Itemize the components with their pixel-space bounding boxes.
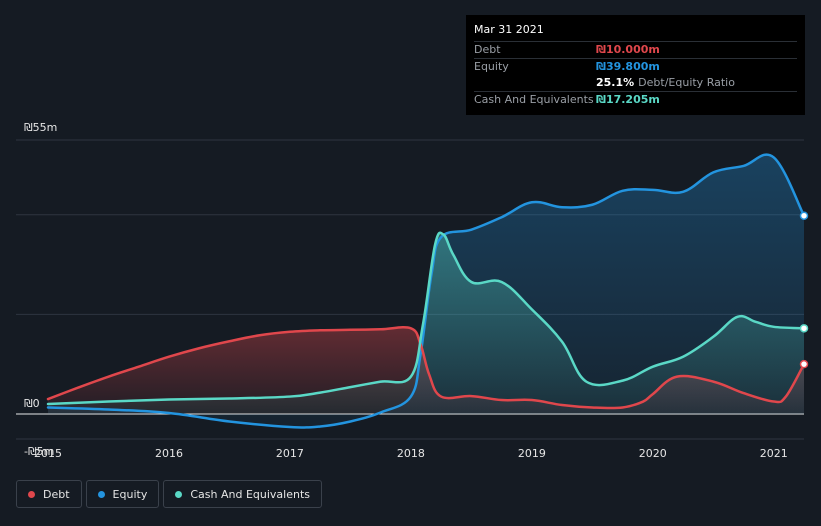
series-lines — [46, 153, 806, 429]
series-endpoints — [799, 211, 809, 369]
tooltip-equity-row: Equity ₪39.800m — [474, 58, 797, 75]
legend-label-debt: Debt — [43, 487, 70, 501]
area-equity — [48, 154, 804, 428]
line-cash-and-equivalents — [46, 231, 806, 406]
tooltip-cash-label: Cash And Equivalents — [474, 93, 594, 106]
data-tooltip: Mar 31 2021 Debt ₪10.000m Equity ₪39.800… — [466, 15, 805, 115]
legend-item-debt[interactable]: Debt — [16, 480, 82, 508]
tooltip-debt-label: Debt — [474, 43, 501, 56]
legend-item-equity[interactable]: Equity — [85, 480, 160, 508]
line-equity — [46, 153, 806, 429]
endpoint-debt — [799, 359, 809, 369]
tooltip-equity-label: Equity — [474, 60, 509, 73]
debt-dot-icon — [28, 490, 35, 498]
series-areas — [48, 154, 804, 428]
tooltip-equity-value: ₪39.800m — [596, 60, 660, 73]
x-tick-label: 2017 — [276, 447, 304, 460]
endpoint-equity — [799, 211, 809, 220]
x-tick-label: 2015 — [34, 447, 62, 460]
y-tick-label: ₪55m — [24, 121, 57, 134]
x-tick-label: 2018 — [397, 447, 425, 460]
x-axis-labels: 2015 2016 2017 2018 2019 2020 2021 — [34, 447, 788, 460]
endpoint-cash-and-equivalents — [799, 324, 809, 333]
tooltip-debt-row: Debt ₪10.000m — [474, 41, 797, 58]
y-tick-label: -₪5m — [24, 445, 54, 458]
tooltip-ratio-value: 25.1% — [596, 76, 635, 89]
x-tick-label: 2016 — [155, 447, 183, 460]
tooltip-cash-value: ₪17.205m — [596, 93, 660, 106]
tooltip-date: Mar 31 2021 — [474, 23, 544, 36]
tooltip-debt-value: ₪10.000m — [596, 43, 660, 56]
equity-dot-icon — [97, 490, 105, 498]
line-debt — [46, 326, 806, 410]
y-tick-label: ₪0 — [24, 397, 40, 410]
legend-label-cash: Cash And Equivalents — [190, 487, 310, 501]
cash-dot-icon — [175, 490, 183, 498]
x-tick-label: 2020 — [639, 447, 667, 460]
legend-item-cash[interactable]: Cash And Equivalents — [163, 480, 322, 508]
chart-legend: Debt Equity Cash And Equivalents — [16, 480, 322, 508]
y-axis-labels: ₪55m ₪0 -₪5m — [24, 121, 57, 458]
x-tick-label: 2019 — [518, 447, 546, 460]
legend-label-equity: Equity — [112, 487, 148, 501]
x-tick-label: 2021 — [760, 447, 788, 460]
tooltip-cash-row: Cash And Equivalents ₪17.205m — [474, 91, 797, 108]
tooltip-ratio-row: 25.1% Debt/Equity Ratio — [474, 75, 797, 91]
tooltip-ratio-label: Debt/Equity Ratio — [638, 76, 735, 89]
